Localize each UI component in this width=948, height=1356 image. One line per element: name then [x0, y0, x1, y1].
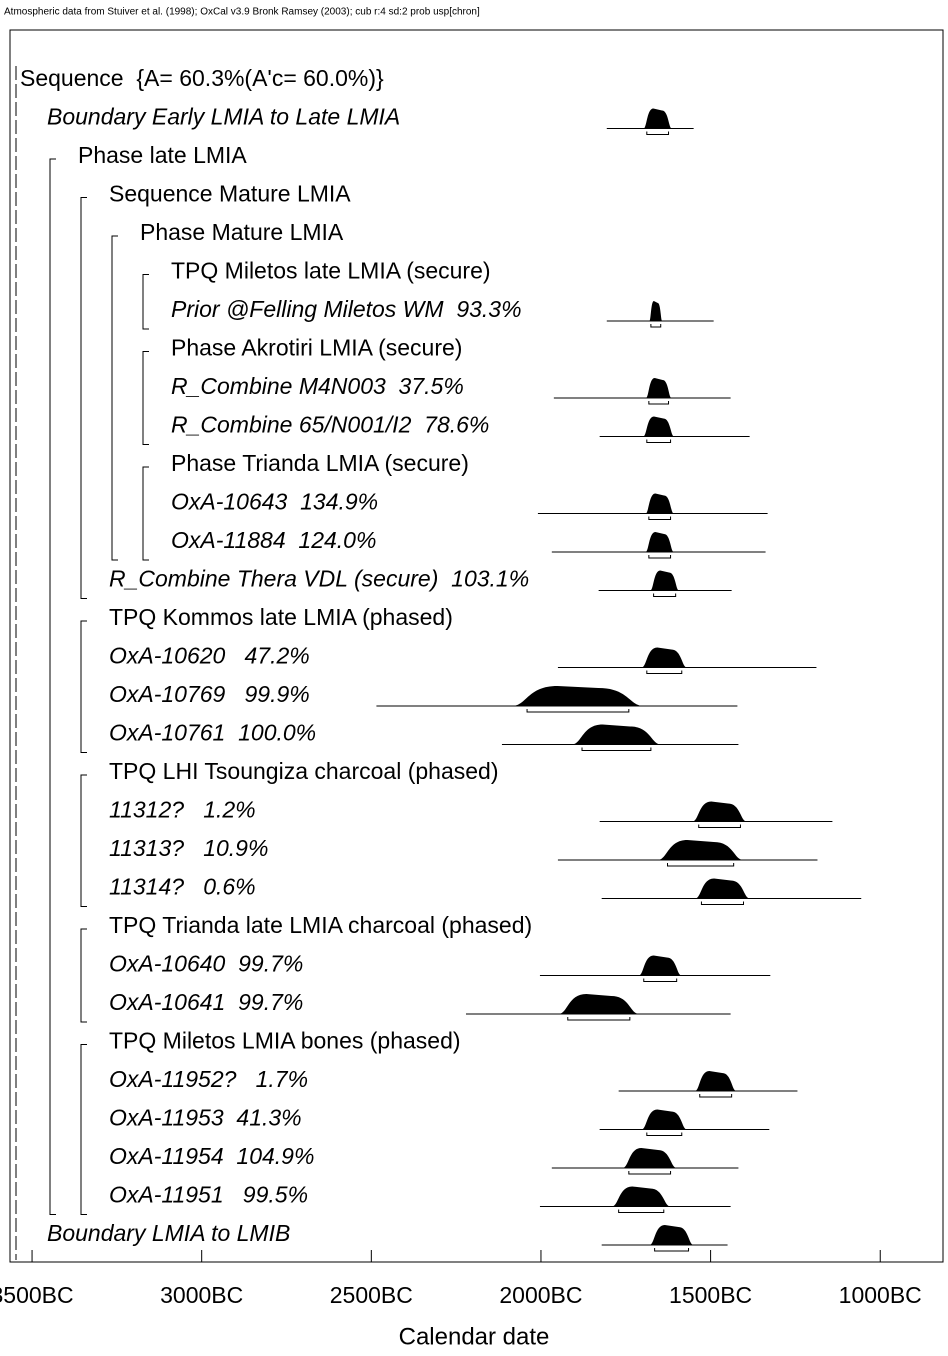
group-label: TPQ Miletos late LMIA (secure)	[171, 258, 491, 284]
item-label: OxA-11954 104.9%	[109, 1143, 314, 1169]
distribution	[511, 686, 645, 706]
bracket	[80, 1044, 87, 1215]
item-label: OxA-11953 41.3%	[109, 1105, 302, 1131]
item-label: OxA-11952? 1.7%	[109, 1066, 308, 1092]
item-label: OxA-11884 124.0%	[171, 527, 376, 553]
group-label: Sequence Mature LMIA	[109, 181, 351, 207]
hpd-bracket	[643, 978, 678, 982]
item-label: OxA-10643 134.9%	[171, 489, 378, 515]
hpd-bracket	[648, 555, 672, 559]
hpd-bracket	[648, 516, 672, 520]
distribution	[650, 570, 679, 591]
distribution	[622, 1148, 677, 1168]
plot-frame	[9, 29, 944, 1263]
distribution	[638, 955, 682, 976]
item-label: OxA-10640 99.7%	[109, 951, 303, 977]
x-tick-label: 3500BC	[0, 1282, 74, 1308]
distribution	[643, 416, 675, 437]
group-label: TPQ Trianda late LMIA charcoal (phased)	[109, 912, 532, 938]
distribution	[657, 840, 744, 860]
distribution	[692, 801, 747, 822]
hpd-bracket	[699, 1094, 733, 1098]
distribution	[694, 1071, 737, 1091]
hpd-bracket	[646, 1132, 683, 1136]
hpd-bracket	[698, 824, 741, 828]
hpd-bracket	[646, 670, 683, 674]
hpd-bracket	[654, 1248, 690, 1252]
item-label: OxA-10620 47.2%	[109, 643, 310, 669]
group-label: Phase late LMIA	[78, 142, 247, 168]
hpd-bracket	[646, 439, 672, 443]
distribution	[643, 108, 672, 129]
item-label: OxA-10641 99.7%	[109, 989, 303, 1015]
bracket	[111, 235, 118, 561]
x-tick-label: 1000BC	[839, 1282, 922, 1308]
bracket	[80, 197, 87, 599]
x-tick-label: 3000BC	[160, 1282, 243, 1308]
distribution	[645, 378, 672, 398]
distribution	[645, 532, 674, 552]
distribution	[641, 647, 688, 668]
hpd-bracket	[628, 1171, 672, 1175]
item-label: Prior @Felling Miletos WM 93.3%	[171, 296, 522, 322]
item-label: Boundary LMIA to LMIB	[47, 1220, 290, 1246]
group-label: Phase Mature LMIA	[140, 219, 344, 245]
hpd-bracket	[653, 593, 677, 597]
bracket	[80, 928, 87, 1023]
x-tick-label: 1500BC	[669, 1282, 752, 1308]
item-label: 11312? 1.2%	[109, 797, 256, 823]
item-label: R_Combine Thera VDL (secure) 103.1%	[109, 566, 529, 592]
hpd-bracket	[648, 401, 670, 405]
item-label: OxA-10769 99.9%	[109, 681, 310, 707]
hpd-bracket	[618, 1209, 665, 1213]
hpd-bracket	[526, 709, 630, 713]
hpd-bracket	[581, 747, 652, 751]
bracket	[142, 274, 149, 330]
group-label: TPQ LHI Tsoungiza charcoal (phased)	[109, 758, 499, 784]
group-label: Phase Akrotiri LMIA (secure)	[171, 335, 462, 361]
item-label: OxA-11951 99.5%	[109, 1182, 308, 1208]
item-label: OxA-10761 100.0%	[109, 720, 316, 746]
item-label: 11314? 0.6%	[109, 874, 256, 900]
distribution	[571, 724, 662, 745]
distribution	[558, 994, 640, 1014]
header: Atmospheric data from Stuiver et al. (19…	[4, 7, 480, 18]
group-label: Phase Trianda LMIA (secure)	[171, 450, 469, 476]
hpd-bracket	[650, 324, 662, 328]
hpd-bracket	[567, 1017, 631, 1021]
distribution	[645, 493, 674, 514]
item-label: R_Combine M4N003 37.5%	[171, 373, 464, 399]
distribution	[695, 878, 750, 899]
x-tick-label: 2000BC	[499, 1282, 582, 1308]
bracket	[80, 774, 87, 907]
bracket	[80, 620, 87, 753]
hpd-bracket	[646, 131, 670, 135]
group-label: TPQ Kommos late LMIA (phased)	[109, 604, 453, 630]
distribution	[649, 1225, 694, 1245]
group-label: TPQ Miletos LMIA bones (phased)	[109, 1028, 461, 1054]
hpd-bracket	[700, 901, 745, 905]
bracket	[142, 466, 149, 561]
item-label: R_Combine 65/N001/I2 78.6%	[171, 412, 489, 438]
bracket	[142, 351, 149, 445]
hpd-bracket	[667, 863, 735, 867]
distribution	[649, 301, 663, 321]
x-tick-label: 2500BC	[330, 1282, 413, 1308]
item-label: 11313? 10.9%	[109, 835, 268, 861]
x-axis-label: Calendar date	[399, 1323, 550, 1350]
distribution	[611, 1186, 671, 1207]
bracket	[49, 158, 56, 1215]
distribution	[641, 1109, 688, 1130]
item-label: Boundary Early LMIA to Late LMIA	[47, 104, 400, 130]
group-label: Sequence {A= 60.3%(A'c= 60.0%)}	[20, 65, 384, 91]
